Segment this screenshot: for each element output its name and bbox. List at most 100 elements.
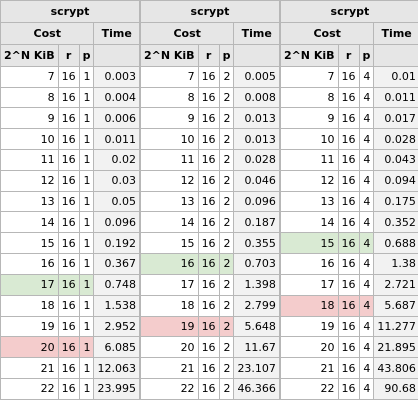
table-row: 16 16 2 0.703	[139, 253, 280, 275]
cell-p: 1	[78, 357, 95, 379]
cell-time: 21.895	[373, 336, 418, 359]
cell-p: 2	[218, 294, 235, 317]
column-header-r: r	[57, 43, 80, 67]
cell-p: 2	[218, 65, 235, 88]
time-header: Time	[233, 21, 280, 45]
cell-r: 16	[197, 377, 220, 400]
cell-time: 0.192	[93, 232, 140, 255]
cell-time: 0.005	[233, 65, 280, 88]
cell-p: 2	[218, 211, 235, 234]
cell-n: 15	[279, 232, 339, 255]
cell-time: 1.38	[373, 253, 418, 275]
cell-time: 0.046	[233, 169, 280, 192]
cell-p: 2	[218, 315, 235, 338]
cell-p: 1	[78, 315, 95, 338]
cell-time: 23.995	[93, 377, 140, 400]
cell-p: 1	[78, 149, 95, 171]
cell-n: 10	[0, 128, 59, 151]
table-row: 8 16 2 0.008	[139, 86, 280, 109]
cell-time: 0.004	[93, 86, 140, 109]
table-row: 21 16 4 43.806	[279, 357, 418, 379]
column-header-p: p	[78, 43, 95, 67]
scrypt-table-1: scrypt Cost Time 2^N KiB r p 7 16 1 0.003 8 16 1 0.00…	[0, 0, 140, 400]
column-header-r: r	[337, 43, 360, 67]
table-row: 17 16 1 0.748	[0, 273, 140, 296]
cell-p: 2	[218, 107, 235, 130]
cell-n: 21	[139, 357, 199, 379]
cell-r: 16	[57, 149, 80, 171]
table-row: 11 16 2 0.028	[139, 149, 280, 171]
table-row: 21 16 2 23.107	[139, 357, 280, 379]
cell-time: 0.011	[373, 86, 418, 109]
cell-time: 2.721	[373, 273, 418, 296]
cell-n: 15	[0, 232, 59, 255]
cell-p: 2	[218, 336, 235, 359]
column-header-n: 2^N KiB	[0, 43, 59, 67]
cell-r: 16	[57, 377, 80, 400]
cell-time: 11.277	[373, 315, 418, 338]
cell-n: 17	[139, 273, 199, 296]
cell-n: 16	[279, 253, 339, 275]
cell-p: 1	[78, 336, 95, 359]
cell-n: 17	[279, 273, 339, 296]
cell-r: 16	[57, 211, 80, 234]
cell-r: 16	[197, 107, 220, 130]
cell-n: 9	[0, 107, 59, 130]
table-row: 18 16 2 2.799	[139, 294, 280, 317]
cell-p: 1	[78, 253, 95, 275]
cell-p: 4	[358, 211, 375, 234]
cell-p: 2	[218, 190, 235, 213]
cell-p: 2	[218, 357, 235, 379]
cell-n: 18	[279, 294, 339, 317]
cell-p: 1	[78, 273, 95, 296]
table-title: scrypt	[0, 0, 140, 23]
table-row: 20 16 2 11.67	[139, 336, 280, 359]
table-row: 9 16 4 0.017	[279, 107, 418, 130]
cost-header: Cost	[0, 21, 95, 45]
cell-time: 12.063	[93, 357, 140, 379]
cell-r: 16	[337, 273, 360, 296]
cell-r: 16	[57, 357, 80, 379]
cell-p: 1	[78, 107, 95, 130]
cell-p: 4	[358, 253, 375, 275]
cell-n: 19	[139, 315, 199, 338]
cell-time: 6.085	[93, 336, 140, 359]
cell-time: 0.748	[93, 273, 140, 296]
cell-n: 11	[279, 149, 339, 171]
cell-p: 1	[78, 169, 95, 192]
cell-time: 23.107	[233, 357, 280, 379]
column-header-row: 2^N KiB r p	[279, 43, 418, 67]
table-row: 7 16 4 0.01	[279, 65, 418, 88]
column-header-n: 2^N KiB	[139, 43, 199, 67]
cell-n: 14	[0, 211, 59, 234]
time-header: Time	[93, 21, 140, 45]
cell-r: 16	[197, 294, 220, 317]
table-row: 21 16 1 12.063	[0, 357, 140, 379]
cell-n: 18	[139, 294, 199, 317]
cell-n: 14	[139, 211, 199, 234]
table-row: 22 16 4 90.68	[279, 377, 418, 400]
cell-r: 16	[57, 169, 80, 192]
cell-n: 19	[0, 315, 59, 338]
table-row: 11 16 1 0.02	[0, 149, 140, 171]
cell-r: 16	[197, 128, 220, 151]
column-header-r: r	[197, 43, 220, 67]
cell-time: 1.398	[233, 273, 280, 296]
table-row: 15 16 2 0.355	[139, 232, 280, 255]
cell-r: 16	[197, 211, 220, 234]
cell-time: 0.02	[93, 149, 140, 171]
cell-time: 0.043	[373, 149, 418, 171]
table-title: scrypt	[139, 0, 280, 23]
table-row: 14 16 2 0.187	[139, 211, 280, 234]
cell-time: 0.094	[373, 169, 418, 192]
cell-p: 4	[358, 65, 375, 88]
cell-time: 0.175	[373, 190, 418, 213]
cell-r: 16	[57, 294, 80, 317]
table-row: 19 16 4 11.277	[279, 315, 418, 338]
cell-time: 0.355	[233, 232, 280, 255]
cell-time: 0.008	[233, 86, 280, 109]
cell-r: 16	[57, 86, 80, 109]
table-row: 16 16 1 0.367	[0, 253, 140, 275]
table-row: 10 16 4 0.028	[279, 128, 418, 151]
cell-time: 90.68	[373, 377, 418, 400]
